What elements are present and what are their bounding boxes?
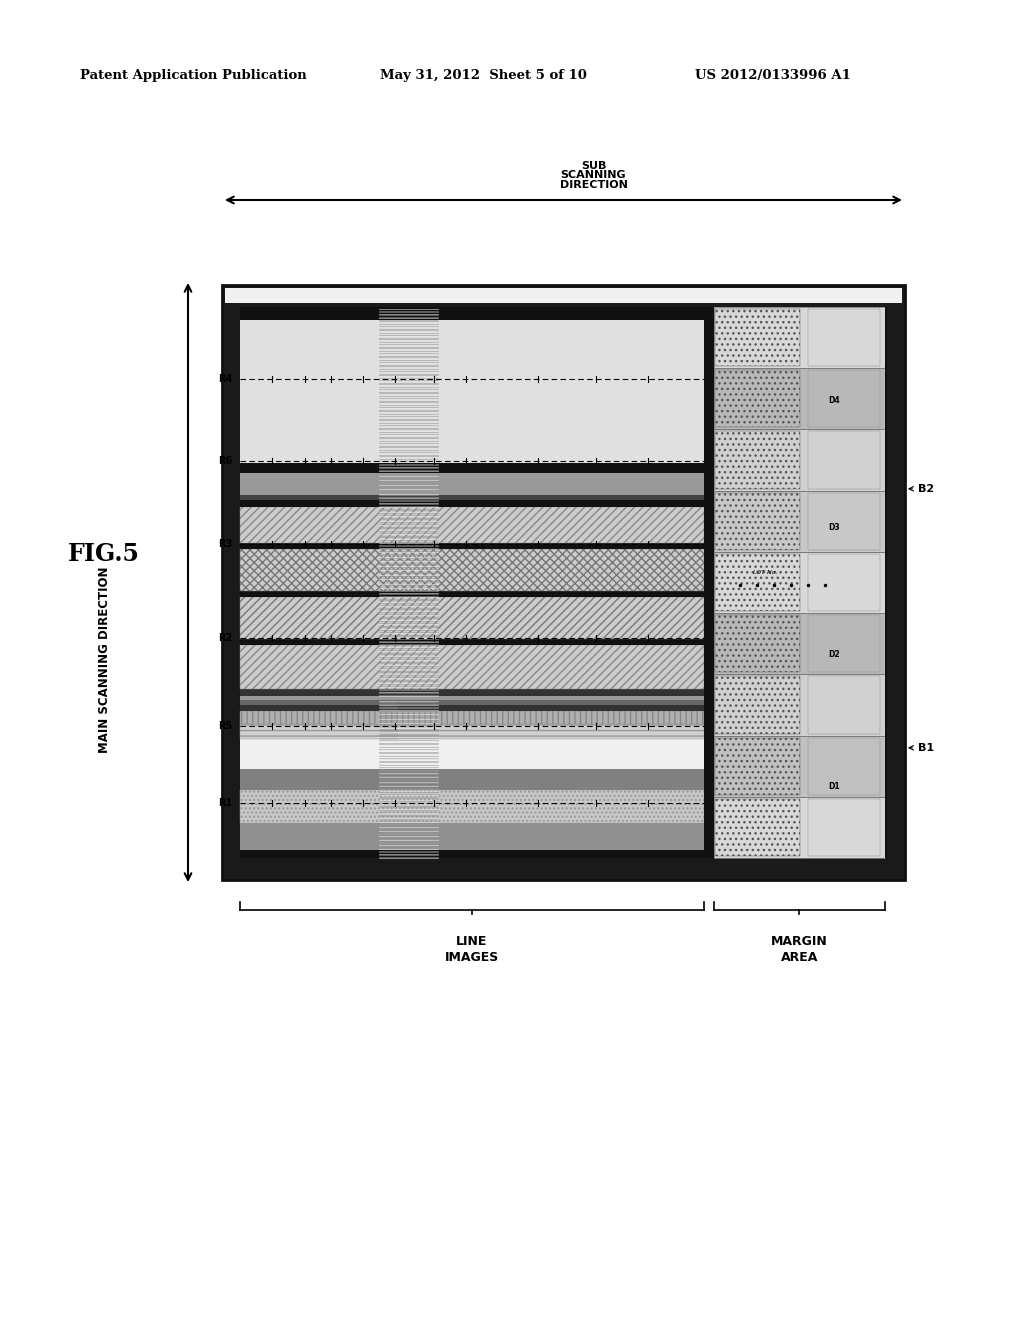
Text: R6: R6 — [218, 457, 232, 466]
Bar — [240, 723, 703, 739]
Bar — [240, 319, 703, 463]
Bar — [714, 735, 885, 797]
Bar — [240, 495, 703, 500]
Bar — [714, 491, 885, 552]
Bar — [885, 308, 887, 858]
Text: B2: B2 — [909, 484, 934, 494]
Text: Patent Application Publication: Patent Application Publication — [80, 69, 307, 82]
Bar — [715, 554, 801, 611]
Bar — [714, 308, 885, 368]
Text: D3: D3 — [827, 523, 840, 532]
Bar — [715, 432, 801, 488]
Bar — [715, 615, 801, 672]
Bar — [240, 701, 703, 705]
Bar — [240, 308, 703, 319]
Bar — [240, 696, 703, 701]
Bar — [240, 473, 703, 495]
Bar — [240, 824, 703, 850]
Bar — [808, 615, 880, 672]
Bar — [240, 739, 703, 770]
Bar — [240, 308, 887, 858]
Text: FIG.5: FIG.5 — [68, 543, 140, 566]
Bar — [715, 738, 801, 795]
Bar — [714, 429, 885, 491]
Text: D1: D1 — [827, 781, 840, 791]
Text: LINE
IMAGES: LINE IMAGES — [444, 935, 499, 964]
Bar — [240, 791, 703, 824]
Bar — [703, 308, 714, 858]
Bar — [240, 705, 703, 711]
Text: May 31, 2012  Sheet 5 of 10: May 31, 2012 Sheet 5 of 10 — [380, 69, 587, 82]
Bar — [808, 738, 880, 795]
Bar — [240, 850, 703, 858]
Bar — [240, 770, 703, 791]
Bar — [715, 370, 801, 428]
Bar — [715, 676, 801, 734]
Text: R2: R2 — [218, 632, 232, 643]
Bar — [808, 554, 880, 611]
Bar — [808, 309, 880, 366]
Bar — [240, 549, 703, 591]
Text: R4: R4 — [218, 374, 232, 384]
Bar — [240, 507, 703, 543]
Bar — [715, 492, 801, 550]
Bar — [225, 288, 902, 304]
Bar — [240, 645, 703, 689]
Bar — [240, 639, 703, 645]
Text: SUB
SCANNING
DIRECTION: SUB SCANNING DIRECTION — [559, 161, 628, 190]
Bar — [240, 591, 703, 598]
Bar — [715, 309, 801, 366]
Bar — [714, 368, 885, 429]
Text: LOT No.: LOT No. — [753, 569, 777, 574]
Text: US 2012/0133996 A1: US 2012/0133996 A1 — [695, 69, 851, 82]
Text: B1: B1 — [909, 743, 934, 752]
Bar — [715, 799, 801, 855]
Bar — [240, 598, 703, 639]
Bar — [714, 797, 885, 858]
Bar — [808, 370, 880, 428]
Text: MAIN SCANNING DIRECTION: MAIN SCANNING DIRECTION — [98, 566, 112, 754]
Bar — [240, 689, 703, 696]
Bar — [808, 492, 880, 550]
Bar — [714, 552, 885, 612]
Text: R1: R1 — [218, 797, 232, 808]
Bar — [808, 799, 880, 855]
Bar — [240, 543, 703, 549]
Text: D2: D2 — [827, 649, 840, 659]
Bar — [240, 711, 703, 723]
Bar — [222, 285, 905, 880]
Bar — [714, 675, 885, 735]
Bar — [808, 676, 880, 734]
Bar — [240, 463, 703, 473]
Text: R3: R3 — [218, 539, 232, 549]
Text: D4: D4 — [827, 396, 840, 405]
Bar — [808, 432, 880, 488]
Bar — [714, 612, 885, 675]
Text: R5: R5 — [218, 721, 232, 731]
Text: MARGIN
AREA: MARGIN AREA — [771, 935, 827, 964]
Bar — [240, 500, 703, 507]
